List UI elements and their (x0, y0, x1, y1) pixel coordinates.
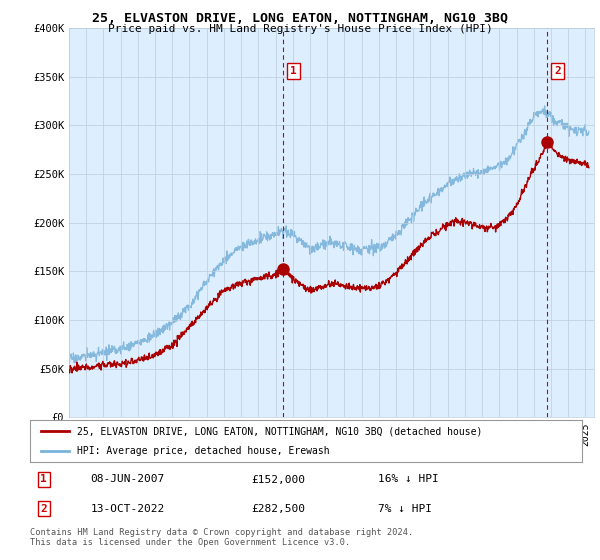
Text: 25, ELVASTON DRIVE, LONG EATON, NOTTINGHAM, NG10 3BQ (detached house): 25, ELVASTON DRIVE, LONG EATON, NOTTINGH… (77, 426, 482, 436)
Text: 2: 2 (554, 66, 561, 76)
Text: 13-OCT-2022: 13-OCT-2022 (91, 504, 165, 514)
Text: 2: 2 (40, 504, 47, 514)
Text: HPI: Average price, detached house, Erewash: HPI: Average price, detached house, Erew… (77, 446, 329, 456)
Text: 08-JUN-2007: 08-JUN-2007 (91, 474, 165, 484)
Text: 7% ↓ HPI: 7% ↓ HPI (378, 504, 432, 514)
Text: 25, ELVASTON DRIVE, LONG EATON, NOTTINGHAM, NG10 3BQ: 25, ELVASTON DRIVE, LONG EATON, NOTTINGH… (92, 12, 508, 25)
Text: 16% ↓ HPI: 16% ↓ HPI (378, 474, 439, 484)
Text: Contains HM Land Registry data © Crown copyright and database right 2024.
This d: Contains HM Land Registry data © Crown c… (30, 528, 413, 547)
Text: 1: 1 (40, 474, 47, 484)
Text: £282,500: £282,500 (251, 504, 305, 514)
Text: Price paid vs. HM Land Registry's House Price Index (HPI): Price paid vs. HM Land Registry's House … (107, 24, 493, 34)
Text: 1: 1 (290, 66, 297, 76)
Text: £152,000: £152,000 (251, 474, 305, 484)
